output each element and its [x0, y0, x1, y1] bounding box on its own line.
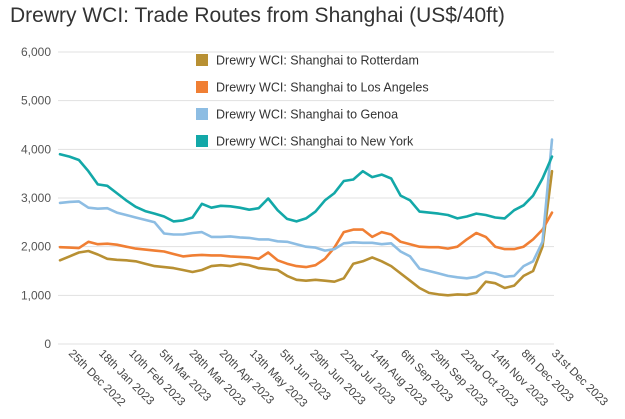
y-tick-label: 5,000 — [21, 94, 51, 108]
chart-title: Drewry WCI: Trade Routes from Shanghai (… — [10, 4, 505, 27]
legend-swatch — [196, 54, 208, 66]
legend-label: Drewry WCI: Shanghai to Los Angeles — [216, 81, 429, 95]
y-tick-label: 2,000 — [21, 240, 51, 254]
legend-swatch — [196, 81, 208, 93]
legend-label: Drewry WCI: Shanghai to Genoa — [216, 108, 398, 122]
series-line-2 — [58, 211, 554, 269]
legend-swatch — [196, 108, 208, 120]
series-line-4 — [58, 152, 554, 223]
series-line-1 — [58, 169, 554, 297]
series-line-3 — [58, 138, 554, 280]
legend-label: Drewry WCI: Shanghai to Rotterdam — [216, 54, 419, 68]
y-tick-label: 1,000 — [21, 288, 51, 302]
legend-label: Drewry WCI: Shanghai to New York — [216, 135, 414, 149]
x-tick-label: 25th Dec 2022 — [66, 348, 127, 409]
legend-swatch — [196, 135, 208, 147]
y-tick-label: 3,000 — [21, 191, 51, 205]
y-tick-label: 4,000 — [21, 142, 51, 156]
y-tick-label: 6,000 — [21, 45, 51, 59]
y-tick-label: 0 — [44, 337, 51, 351]
